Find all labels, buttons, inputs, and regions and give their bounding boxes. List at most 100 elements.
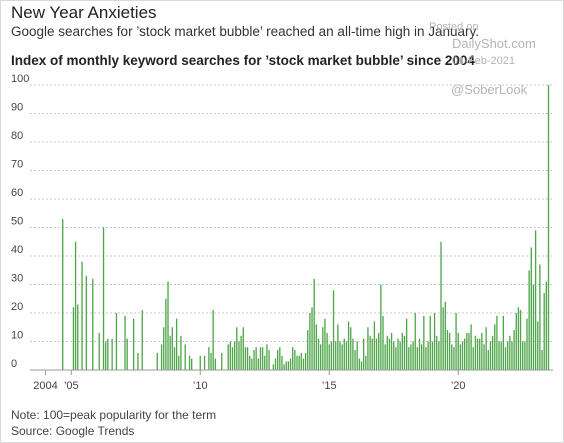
bar	[498, 341, 500, 370]
y-tick-label: 40	[11, 244, 23, 256]
bar	[199, 355, 201, 370]
bar	[240, 335, 242, 370]
bar	[423, 315, 425, 370]
y-tick-label: 30	[11, 273, 23, 285]
bar	[472, 347, 474, 370]
bar	[328, 344, 330, 370]
bar	[491, 335, 494, 370]
bar	[156, 352, 158, 370]
bar	[365, 355, 367, 370]
bar	[285, 361, 287, 370]
bar	[229, 341, 232, 370]
bar	[421, 344, 423, 370]
bar	[339, 341, 341, 370]
bar	[405, 318, 408, 370]
bar	[276, 350, 279, 370]
bar	[459, 344, 462, 370]
bar	[287, 361, 290, 370]
bar	[367, 327, 369, 370]
bar	[178, 355, 180, 370]
bar	[470, 324, 472, 370]
bar	[509, 335, 511, 370]
bar	[539, 264, 541, 370]
bar	[132, 318, 135, 370]
bar	[160, 344, 163, 370]
bar	[208, 347, 210, 370]
bar	[180, 335, 182, 370]
bar	[530, 247, 532, 370]
bar	[371, 338, 373, 370]
bar	[175, 318, 178, 370]
bar	[388, 338, 391, 370]
bar	[446, 330, 449, 370]
bar	[279, 347, 281, 370]
bar	[436, 335, 438, 370]
bar	[401, 332, 403, 370]
bar	[532, 284, 535, 370]
bar	[457, 332, 459, 370]
bar	[315, 324, 318, 370]
bar	[412, 341, 414, 370]
x-tick-label: ’20	[451, 380, 466, 392]
bar	[203, 355, 206, 370]
bar	[163, 327, 165, 370]
bar	[489, 341, 492, 370]
bar	[354, 350, 356, 370]
bar	[214, 358, 216, 370]
bar	[283, 364, 285, 370]
bar	[526, 318, 528, 370]
bar	[294, 350, 296, 370]
bar	[92, 278, 94, 370]
bar	[410, 344, 412, 370]
bar	[468, 332, 470, 370]
bar	[479, 338, 481, 370]
y-tick-label: 100	[11, 73, 29, 85]
bar	[191, 358, 193, 370]
bar	[504, 347, 507, 370]
watermark-date: 01-Feb-2021	[452, 55, 515, 67]
bar	[517, 307, 520, 370]
bar	[253, 350, 255, 370]
source-note: Source: Google Trends	[11, 424, 135, 438]
bar	[429, 315, 431, 370]
bar	[324, 318, 326, 370]
x-tick-label: ’05	[64, 380, 79, 392]
bar	[393, 341, 395, 370]
bar	[332, 290, 335, 370]
bar	[476, 338, 479, 370]
bar	[167, 281, 169, 370]
bar	[296, 355, 298, 370]
bar	[461, 341, 464, 370]
y-tick-label: 80	[11, 130, 23, 142]
bar	[62, 218, 64, 370]
bar	[373, 321, 376, 370]
bar	[360, 361, 363, 370]
bar	[513, 330, 515, 370]
bar	[500, 341, 502, 370]
bar	[534, 230, 537, 370]
bar	[169, 335, 171, 370]
chart-subtitle: Google searches for ’stock market bubble…	[11, 24, 479, 39]
bar	[347, 321, 350, 370]
bar	[292, 347, 294, 370]
bar	[448, 332, 451, 370]
bar	[304, 352, 307, 370]
y-tick-label: 20	[11, 301, 23, 313]
bar	[481, 332, 483, 370]
bar	[496, 315, 498, 370]
y-tick-label: 50	[11, 216, 23, 228]
bar	[418, 338, 421, 370]
bar	[74, 241, 77, 370]
bar	[102, 227, 105, 370]
chart-title: New Year Anxieties	[11, 3, 157, 22]
footnote: Note: 100=peak popularity for the term	[11, 408, 217, 422]
bar	[251, 358, 253, 370]
bar	[524, 341, 526, 370]
watermark-posted-on: Posted on	[429, 21, 479, 33]
bar	[165, 298, 167, 370]
bar	[444, 301, 446, 370]
bar	[257, 358, 259, 370]
bar	[107, 338, 109, 370]
bar	[403, 335, 406, 370]
